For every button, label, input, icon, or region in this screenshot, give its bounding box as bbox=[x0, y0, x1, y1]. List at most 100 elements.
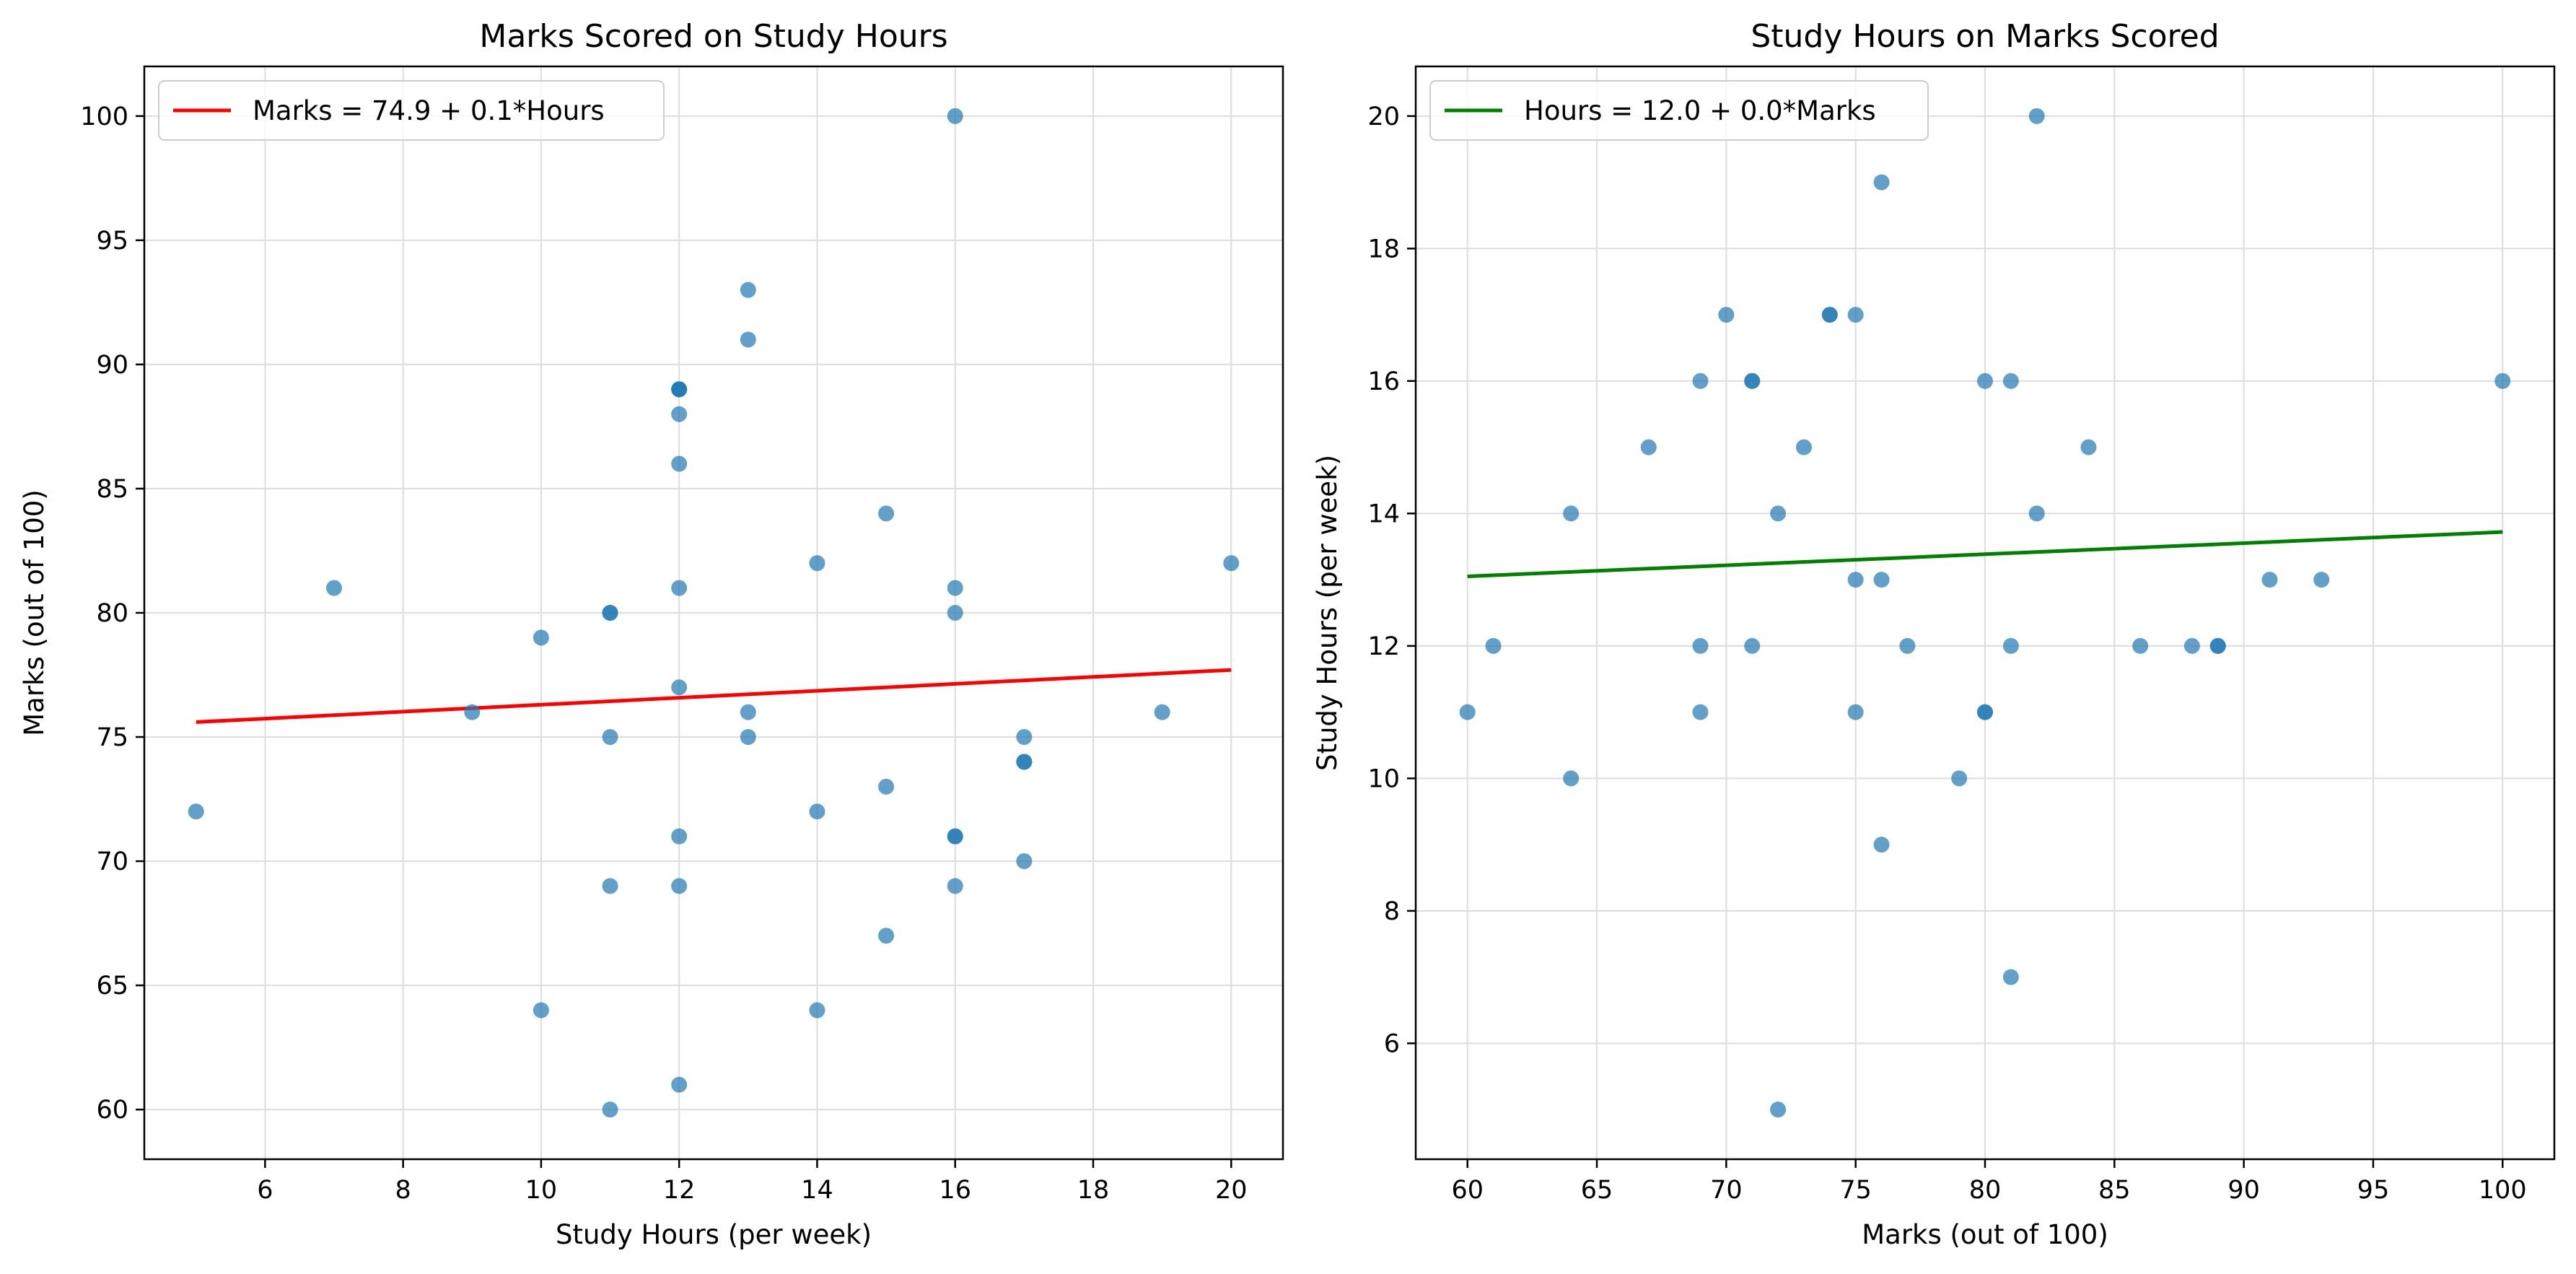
legend: Marks = 74.9 + 0.1*Hours bbox=[158, 80, 665, 141]
y-tick-label: 6 bbox=[1384, 1029, 1400, 1058]
chart-marks-on-hours: 6 8 10 12 14 16 18 20 60 65 70 75 80 85 90 95 100 Marks … bbox=[19, 18, 1284, 1250]
y-tick-label: 16 bbox=[1367, 367, 1400, 396]
data-point bbox=[1016, 754, 1033, 770]
y-tick-label: 14 bbox=[1367, 499, 1400, 528]
x-tick-label: 75 bbox=[1839, 1176, 1872, 1205]
x-tick-label: 10 bbox=[525, 1176, 558, 1205]
data-point bbox=[878, 778, 895, 795]
data-point bbox=[740, 331, 756, 348]
data-point bbox=[1951, 770, 1968, 787]
x-tick-label: 90 bbox=[2227, 1176, 2260, 1205]
data-point bbox=[533, 1002, 549, 1018]
data-point bbox=[809, 555, 825, 572]
data-point bbox=[809, 1002, 825, 1018]
x-tick-label: 16 bbox=[939, 1176, 971, 1205]
grid-lines bbox=[1416, 66, 2554, 1159]
data-point bbox=[878, 505, 895, 522]
data-point bbox=[2002, 969, 2019, 985]
axis-ticks: 60 65 70 75 80 85 90 95 100 6 8 10 12 14 16 18 20 bbox=[1367, 102, 2526, 1205]
data-point bbox=[2494, 372, 2511, 389]
x-tick-label: 12 bbox=[663, 1176, 696, 1205]
data-point bbox=[1640, 439, 1657, 455]
legend-entry-label: Hours = 12.0 + 0.0*Marks bbox=[1524, 95, 1876, 126]
data-point bbox=[671, 679, 688, 696]
data-point bbox=[947, 878, 963, 894]
data-point bbox=[947, 828, 963, 845]
axis-ticks: 6 8 10 12 14 16 18 20 60 65 70 75 80 85 90 95 100 bbox=[80, 102, 1247, 1205]
data-point bbox=[671, 381, 688, 398]
data-point bbox=[671, 580, 688, 596]
y-tick-label: 85 bbox=[96, 475, 128, 504]
y-tick-label: 95 bbox=[96, 227, 128, 256]
regression-line bbox=[1467, 530, 2503, 579]
data-point bbox=[1744, 372, 1761, 389]
y-tick-label: 20 bbox=[1367, 102, 1400, 131]
data-point bbox=[2132, 637, 2149, 654]
data-point bbox=[1692, 704, 1709, 720]
y-tick-label: 18 bbox=[1367, 235, 1400, 263]
data-point bbox=[878, 928, 895, 944]
y-tick-label: 75 bbox=[96, 723, 128, 752]
data-point bbox=[326, 580, 342, 596]
legend-entry-label: Marks = 74.9 + 0.1*Hours bbox=[253, 95, 605, 126]
data-point bbox=[1873, 572, 1890, 588]
data-point bbox=[602, 1101, 618, 1118]
data-point bbox=[2002, 637, 2019, 654]
data-point bbox=[1692, 637, 1709, 654]
x-tick-label: 100 bbox=[2479, 1176, 2527, 1205]
legend: Hours = 12.0 + 0.0*Marks bbox=[1429, 80, 1929, 141]
data-point bbox=[1795, 439, 1812, 455]
data-point bbox=[671, 878, 688, 894]
data-point bbox=[1718, 307, 1735, 323]
scatter-points bbox=[188, 108, 1240, 1118]
x-axis-label: Marks (out of 100) bbox=[1862, 1219, 2108, 1250]
regression-line bbox=[196, 668, 1232, 724]
data-point bbox=[1873, 837, 1890, 853]
data-point bbox=[2028, 505, 2045, 522]
data-point bbox=[464, 704, 481, 720]
data-point bbox=[671, 406, 688, 422]
data-point bbox=[2002, 372, 2019, 389]
data-point bbox=[1977, 704, 1993, 720]
data-point bbox=[2080, 439, 2097, 455]
data-point bbox=[740, 704, 756, 720]
data-point bbox=[1899, 637, 1916, 654]
y-tick-label: 100 bbox=[80, 102, 128, 131]
data-point bbox=[671, 455, 688, 472]
data-point bbox=[1016, 853, 1033, 870]
data-point bbox=[1154, 704, 1170, 720]
data-point bbox=[1770, 1101, 1787, 1118]
data-point bbox=[671, 1076, 688, 1093]
data-point bbox=[533, 629, 549, 646]
legend-box bbox=[158, 80, 665, 141]
y-tick-label: 10 bbox=[1367, 764, 1400, 793]
data-point bbox=[1459, 704, 1476, 720]
legend-box bbox=[1429, 80, 1929, 141]
x-tick-label: 14 bbox=[801, 1176, 833, 1205]
data-point bbox=[2028, 108, 2045, 124]
data-point bbox=[947, 108, 963, 124]
data-point bbox=[740, 729, 756, 746]
data-point bbox=[1821, 307, 1838, 323]
data-point bbox=[1847, 572, 1864, 588]
data-point bbox=[671, 828, 688, 845]
y-tick-label: 60 bbox=[96, 1096, 128, 1125]
data-point bbox=[188, 803, 204, 820]
x-tick-label: 80 bbox=[1969, 1176, 2002, 1205]
data-point bbox=[1744, 637, 1761, 654]
y-tick-label: 90 bbox=[96, 351, 128, 380]
y-axis-label: Study Hours (per week) bbox=[1312, 455, 1343, 771]
x-tick-label: 8 bbox=[395, 1176, 411, 1205]
y-tick-label: 8 bbox=[1384, 897, 1400, 926]
data-point bbox=[1563, 505, 1580, 522]
y-axis-label: Marks (out of 100) bbox=[19, 489, 50, 736]
x-tick-label: 18 bbox=[1077, 1176, 1110, 1205]
chart-hours-on-marks: 60 65 70 75 80 85 90 95 100 6 8 10 12 14 16 18 20 Study … bbox=[1312, 18, 2556, 1250]
x-tick-label: 6 bbox=[257, 1176, 273, 1205]
data-point bbox=[1692, 372, 1709, 389]
scatter-points bbox=[1459, 108, 2511, 1118]
x-axis-label: Study Hours (per week) bbox=[556, 1219, 872, 1250]
data-point bbox=[947, 580, 963, 596]
